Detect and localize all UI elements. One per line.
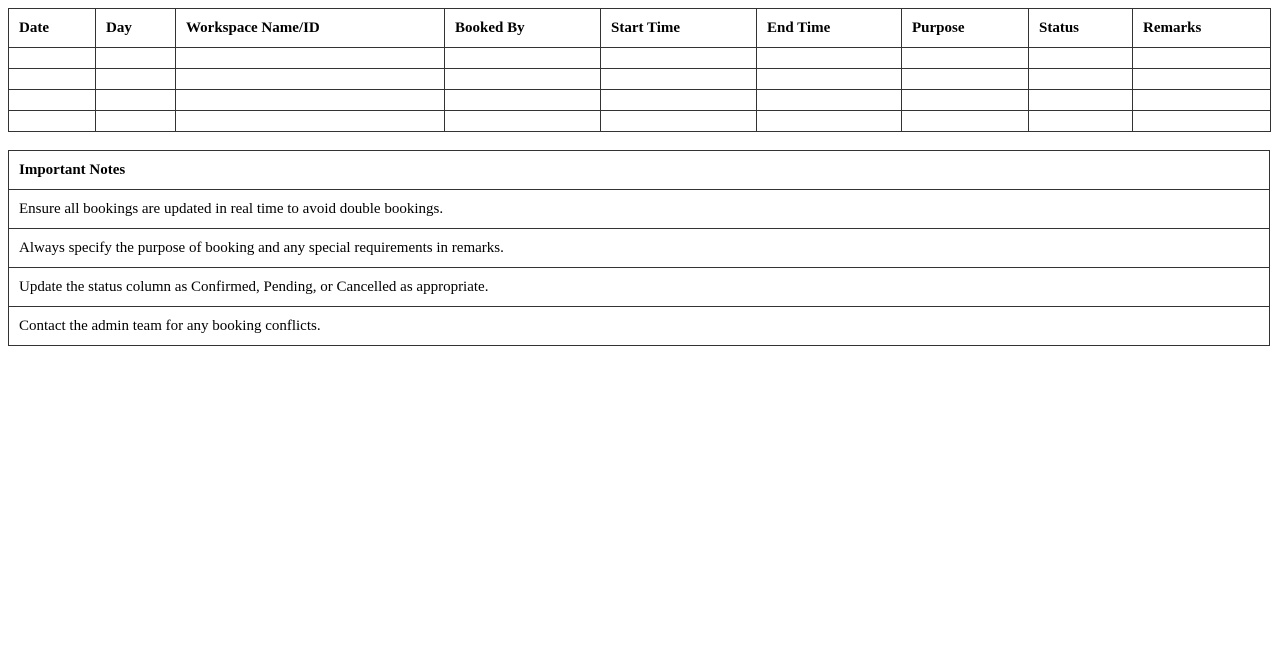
table-cell[interactable] — [175, 68, 445, 90]
column-header: End Time — [756, 8, 902, 48]
table-cell[interactable] — [1132, 89, 1271, 111]
note-row: Ensure all bookings are updated in real … — [8, 189, 1270, 229]
table-cell[interactable] — [1028, 68, 1133, 90]
table-cell[interactable] — [756, 110, 902, 132]
note-row: Contact the admin team for any booking c… — [8, 306, 1270, 346]
table-cell[interactable] — [600, 47, 757, 69]
table-cell[interactable] — [444, 47, 601, 69]
table-cell[interactable] — [8, 89, 96, 111]
note-row: Update the status column as Confirmed, P… — [8, 267, 1270, 307]
table-cell[interactable] — [901, 89, 1029, 111]
column-header: Day — [95, 8, 176, 48]
note-item: Contact the admin team for any booking c… — [8, 306, 1270, 346]
booking-table: Date Day Workspace Name/ID Booked By Start T… — [8, 8, 1271, 132]
table-cell[interactable] — [1132, 110, 1271, 132]
table-cell[interactable] — [901, 47, 1029, 69]
note-item: Ensure all bookings are updated in real … — [8, 189, 1270, 229]
table-cell[interactable] — [756, 47, 902, 69]
column-header: Status — [1028, 8, 1133, 48]
header-row: Date Day Workspace Name/ID Booked By Start T… — [8, 8, 1271, 48]
table-row — [8, 68, 1271, 90]
table-cell[interactable] — [444, 89, 601, 111]
table-cell[interactable] — [444, 110, 601, 132]
table-cell[interactable] — [95, 110, 176, 132]
table-cell[interactable] — [756, 68, 902, 90]
table-cell[interactable] — [1028, 89, 1133, 111]
table-cell[interactable] — [600, 89, 757, 111]
table-cell[interactable] — [95, 47, 176, 69]
table-row — [8, 89, 1271, 111]
notes-header-row: Important Notes — [8, 150, 1270, 190]
table-cell[interactable] — [95, 89, 176, 111]
column-header: Start Time — [600, 8, 757, 48]
note-row: Always specify the purpose of booking an… — [8, 228, 1270, 268]
table-cell[interactable] — [1028, 47, 1133, 69]
table-cell[interactable] — [175, 110, 445, 132]
column-header: Date — [8, 8, 96, 48]
table-row — [8, 47, 1271, 69]
table-cell[interactable] — [600, 110, 757, 132]
table-cell[interactable] — [1028, 110, 1133, 132]
column-header: Workspace Name/ID — [175, 8, 445, 48]
notes-table: Important Notes Ensure all bookings are … — [8, 150, 1270, 346]
table-cell[interactable] — [901, 68, 1029, 90]
column-header: Remarks — [1132, 8, 1271, 48]
table-cell[interactable] — [175, 89, 445, 111]
notes-title: Important Notes — [8, 150, 1270, 190]
table-cell[interactable] — [1132, 47, 1271, 69]
table-cell[interactable] — [8, 110, 96, 132]
table-cell[interactable] — [600, 68, 757, 90]
table-cell[interactable] — [1132, 68, 1271, 90]
table-row — [8, 110, 1271, 132]
table-cell[interactable] — [8, 47, 96, 69]
column-header: Booked By — [444, 8, 601, 48]
table-cell[interactable] — [756, 89, 902, 111]
table-cell[interactable] — [444, 68, 601, 90]
column-header: Purpose — [901, 8, 1029, 48]
note-item: Always specify the purpose of booking an… — [8, 228, 1270, 268]
table-cell[interactable] — [901, 110, 1029, 132]
table-cell[interactable] — [95, 68, 176, 90]
table-cell[interactable] — [8, 68, 96, 90]
table-cell[interactable] — [175, 47, 445, 69]
note-item: Update the status column as Confirmed, P… — [8, 267, 1270, 307]
